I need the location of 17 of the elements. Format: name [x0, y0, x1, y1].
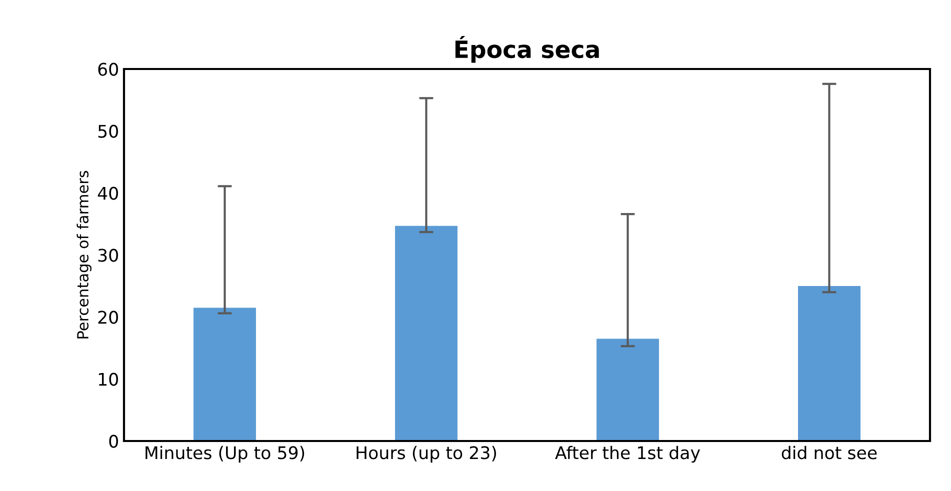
y-tick-label: 50 [98, 124, 118, 138]
bar [596, 338, 659, 441]
x-tick-label: Hours (up to 23) [356, 446, 496, 463]
bar [194, 308, 256, 441]
y-tick-label: 30 [98, 248, 118, 262]
x-tick-label: did not see [782, 446, 877, 460]
y-tick-label: 20 [98, 310, 118, 324]
x-tick-label: Minutes (Up to 59) [146, 446, 304, 463]
bar [395, 226, 458, 441]
chart-title: Época seca [455, 36, 599, 63]
y-axis-title: Percentage of farmers [76, 170, 92, 338]
x-tick-label: After the 1st day [555, 446, 700, 463]
y-tick-label: 0 [109, 434, 118, 448]
y-tick-label: 10 [98, 372, 118, 386]
y-tick-label: 40 [98, 186, 118, 200]
y-tick-label: 60 [98, 62, 118, 76]
bar [798, 286, 860, 441]
